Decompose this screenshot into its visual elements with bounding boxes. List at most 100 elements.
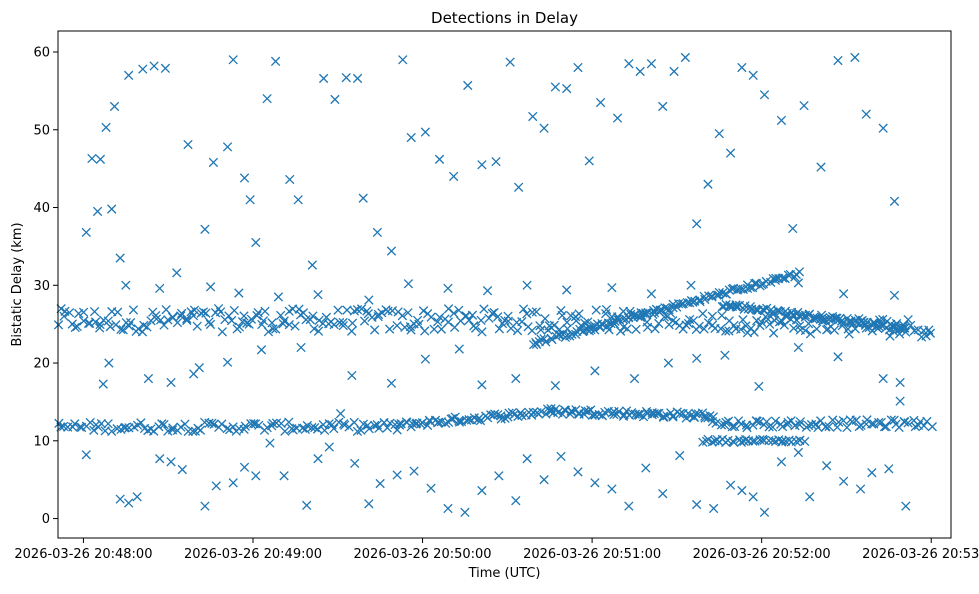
data-point [101,122,111,133]
y-tick-label: 50 [33,123,50,138]
data-point [112,307,123,317]
data-point [812,324,822,334]
data-point [681,413,691,423]
data-point [700,413,710,423]
data-point [629,310,639,321]
data-point [310,422,320,433]
data-point [615,326,626,336]
data-point [207,418,217,428]
data-point [284,417,294,427]
data-point [531,337,541,348]
data-point [251,471,261,481]
data-point [901,501,911,511]
y-axis-label: Bistatic Delay (km) [10,222,25,346]
data-point [239,173,250,183]
data-point [793,447,804,458]
data-point [850,52,860,63]
data-point [511,373,521,384]
data-point [903,418,913,428]
data-point [736,324,746,335]
data-point [319,425,330,436]
data-point [791,315,802,325]
data-point [805,329,816,339]
data-point [335,408,346,419]
data-point [279,471,289,481]
data-point [676,299,687,309]
data-point [756,317,767,327]
data-point [742,422,752,433]
data-point [550,380,561,391]
data-point [454,415,464,426]
data-point [901,327,911,337]
data-point [222,142,233,152]
data-point [138,64,148,74]
data-point [448,171,459,182]
data-point [500,413,510,424]
data-point [260,306,270,316]
data-point [704,291,714,301]
data-point [703,434,713,445]
data-point [692,353,702,364]
data-point [443,503,453,514]
data-point [494,324,505,334]
data-point [781,312,792,322]
data-point [767,308,777,318]
data-point [217,419,227,429]
data-point [837,321,847,331]
data-point [517,410,527,421]
data-point [874,417,884,428]
data-point [107,426,117,437]
data-point [816,162,826,172]
data-point [364,424,374,434]
data-point [454,417,465,427]
data-point [692,499,702,510]
data-point [420,354,431,364]
data-point [229,305,239,316]
data-point [139,320,149,331]
data-point [549,320,559,330]
data-point [477,380,487,390]
data-point [567,329,577,340]
data-point [149,61,159,71]
data-point [352,73,363,84]
data-point [699,324,709,334]
data-point [659,312,669,322]
data-point [536,406,546,417]
data-point [239,311,249,321]
data-point [234,322,245,332]
data-point [163,315,173,325]
x-tick-label: 2026-03-26 20:53:00 [862,547,979,562]
data-point [123,498,134,508]
data-point [265,438,275,448]
data-point [512,325,523,336]
data-point [477,160,487,170]
data-point [799,100,809,111]
data-point [198,307,209,317]
data-point [768,422,778,432]
data-point [794,420,805,430]
data-point [406,325,416,335]
data-point [590,478,600,488]
data-point [870,318,880,329]
data-point [680,52,691,63]
data-point [919,421,929,431]
chart-title: Detections in Delay [431,9,578,27]
data-point [72,321,82,332]
data-point [273,292,284,302]
data-point [867,419,877,429]
data-point [155,454,165,464]
data-point [429,324,439,334]
data-point [881,421,891,432]
data-point [318,73,329,84]
data-point [239,462,250,472]
data-point [308,311,318,321]
data-point [773,306,784,316]
data-point [741,321,751,331]
data-point [454,344,464,354]
data-point [307,422,317,433]
data-point [527,325,537,336]
data-point [675,450,685,461]
